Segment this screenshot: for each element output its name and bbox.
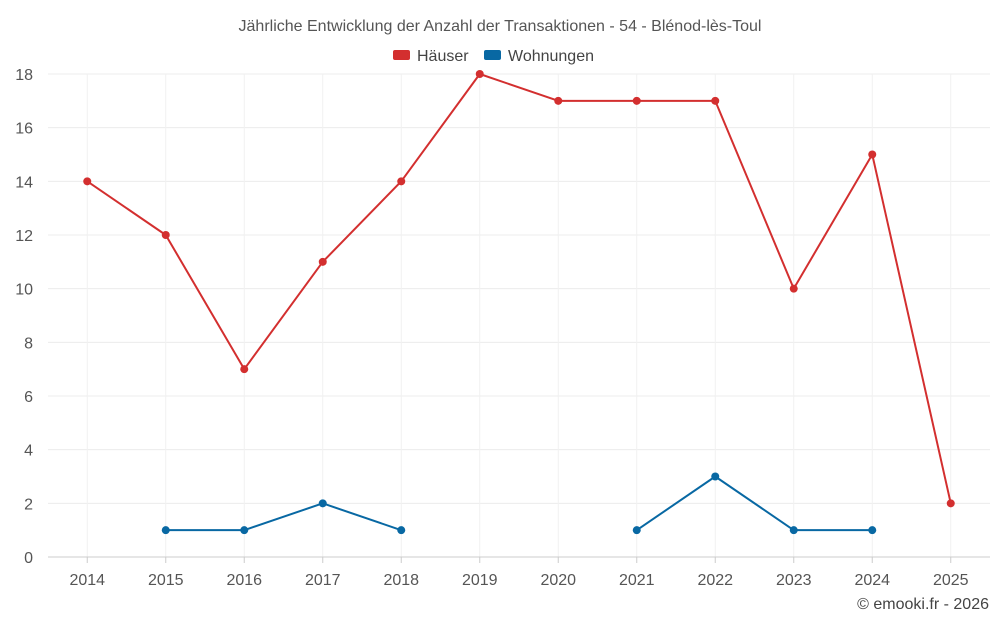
y-tick-label: 4 (24, 443, 33, 460)
legend-label-haeuser: Häuser (417, 48, 469, 65)
series (83, 70, 955, 535)
data-point-wohnungen[interactable] (711, 472, 720, 481)
legend-swatch-haeuser (393, 50, 410, 60)
y-tick-label: 8 (24, 335, 33, 352)
x-tick-label: 2016 (226, 572, 262, 589)
y-tick-label: 0 (24, 550, 33, 567)
series-line-haeuser (86, 73, 952, 504)
x-tick-label: 2017 (305, 572, 341, 589)
x-tick-label: 2018 (383, 572, 419, 589)
x-tick-label: 2015 (148, 572, 184, 589)
data-point-haeuser[interactable] (83, 177, 92, 186)
data-point-wohnungen[interactable] (240, 526, 249, 535)
legend: Häuser Wohnungen (393, 48, 594, 65)
data-point-haeuser[interactable] (397, 177, 406, 186)
x-tick-label: 2014 (69, 572, 105, 589)
y-tick-label: 12 (15, 228, 33, 245)
legend-item-haeuser[interactable]: Häuser (393, 48, 469, 65)
series-haeuser (83, 70, 955, 508)
data-point-wohnungen[interactable] (868, 526, 877, 535)
x-tick-label: 2024 (854, 572, 890, 589)
x-tick-label: 2023 (776, 572, 812, 589)
legend-item-wohnungen[interactable]: Wohnungen (484, 48, 594, 65)
data-point-haeuser[interactable] (554, 96, 563, 105)
data-point-haeuser[interactable] (868, 150, 877, 159)
series-wohnungen (161, 472, 877, 535)
data-point-wohnungen[interactable] (397, 526, 406, 535)
y-tick-label: 18 (15, 67, 33, 84)
data-point-haeuser[interactable] (711, 96, 720, 105)
data-point-wohnungen[interactable] (161, 526, 170, 535)
y-tick-label: 16 (15, 121, 33, 138)
x-tick-label: 2019 (462, 572, 498, 589)
chart-title: Jährliche Entwicklung der Anzahl der Tra… (239, 18, 762, 35)
series-line-wohnungen (636, 475, 873, 532)
data-point-wohnungen[interactable] (789, 526, 798, 535)
data-point-haeuser[interactable] (632, 96, 641, 105)
data-point-haeuser[interactable] (789, 284, 798, 293)
data-point-haeuser[interactable] (946, 499, 955, 508)
x-tick-label: 2025 (933, 572, 969, 589)
y-tick-label: 14 (15, 174, 33, 191)
x-tick-label: 2020 (540, 572, 576, 589)
data-point-haeuser[interactable] (475, 70, 484, 78)
x-tick-label: 2021 (619, 572, 655, 589)
data-point-haeuser[interactable] (318, 257, 327, 266)
series-line-wohnungen (165, 502, 402, 532)
y-tick-label: 2 (24, 496, 33, 513)
x-tick-label: 2022 (697, 572, 733, 589)
data-point-haeuser[interactable] (240, 365, 249, 374)
legend-swatch-wohnungen (484, 50, 501, 60)
data-point-wohnungen[interactable] (318, 499, 327, 508)
axes: 0 2 4 6 8 10 12 14 16 18 2014 2015 2016 2017 2018 2019 2… (15, 67, 990, 589)
data-point-wohnungen[interactable] (632, 526, 641, 535)
y-tick-label: 6 (24, 389, 33, 406)
legend-label-wohnungen: Wohnungen (508, 48, 594, 65)
y-tick-label: 10 (15, 282, 33, 299)
credit-text: © emooki.fr - 2026 (857, 596, 989, 613)
data-point-haeuser[interactable] (161, 231, 170, 239)
grid (48, 73, 990, 557)
